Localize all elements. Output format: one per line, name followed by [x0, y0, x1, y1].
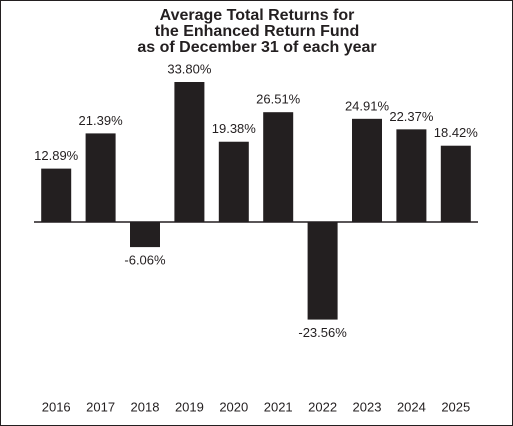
x-tick-label: 2021 — [264, 399, 293, 414]
value-label: 33.80% — [167, 61, 212, 76]
x-tick-label: 2017 — [86, 399, 115, 414]
x-tick-label: 2022 — [308, 399, 337, 414]
x-tick-label: 2018 — [131, 399, 160, 414]
bar — [174, 82, 205, 222]
x-tick-label: 2024 — [397, 399, 426, 414]
x-tick-label: 2019 — [175, 399, 204, 414]
bar — [218, 141, 249, 222]
value-label: -23.56% — [298, 325, 347, 340]
bar — [307, 222, 338, 320]
bar — [41, 168, 72, 222]
bar — [130, 222, 160, 248]
bar — [396, 129, 427, 222]
chart-title: the Enhanced Return Fund — [155, 23, 359, 40]
x-tick-label: 2016 — [42, 399, 71, 414]
value-label: -6.06% — [124, 253, 166, 268]
chart-title: as of December 31 of each year — [137, 39, 376, 56]
value-label: 22.37% — [389, 109, 434, 124]
value-label: 12.89% — [34, 148, 79, 163]
bar — [440, 145, 471, 222]
value-label: 21.39% — [79, 113, 124, 128]
value-label: 24.91% — [345, 98, 390, 113]
x-tick-label: 2025 — [441, 399, 470, 414]
bar — [85, 133, 116, 222]
value-label: 26.51% — [256, 92, 301, 107]
bar — [263, 112, 294, 222]
x-tick-label: 2020 — [219, 399, 248, 414]
x-tick-label: 2023 — [353, 399, 382, 414]
bar — [352, 118, 382, 222]
chart-title: Average Total Returns for — [160, 7, 355, 24]
value-label: 19.38% — [212, 121, 257, 136]
value-label: 18.42% — [434, 125, 479, 140]
